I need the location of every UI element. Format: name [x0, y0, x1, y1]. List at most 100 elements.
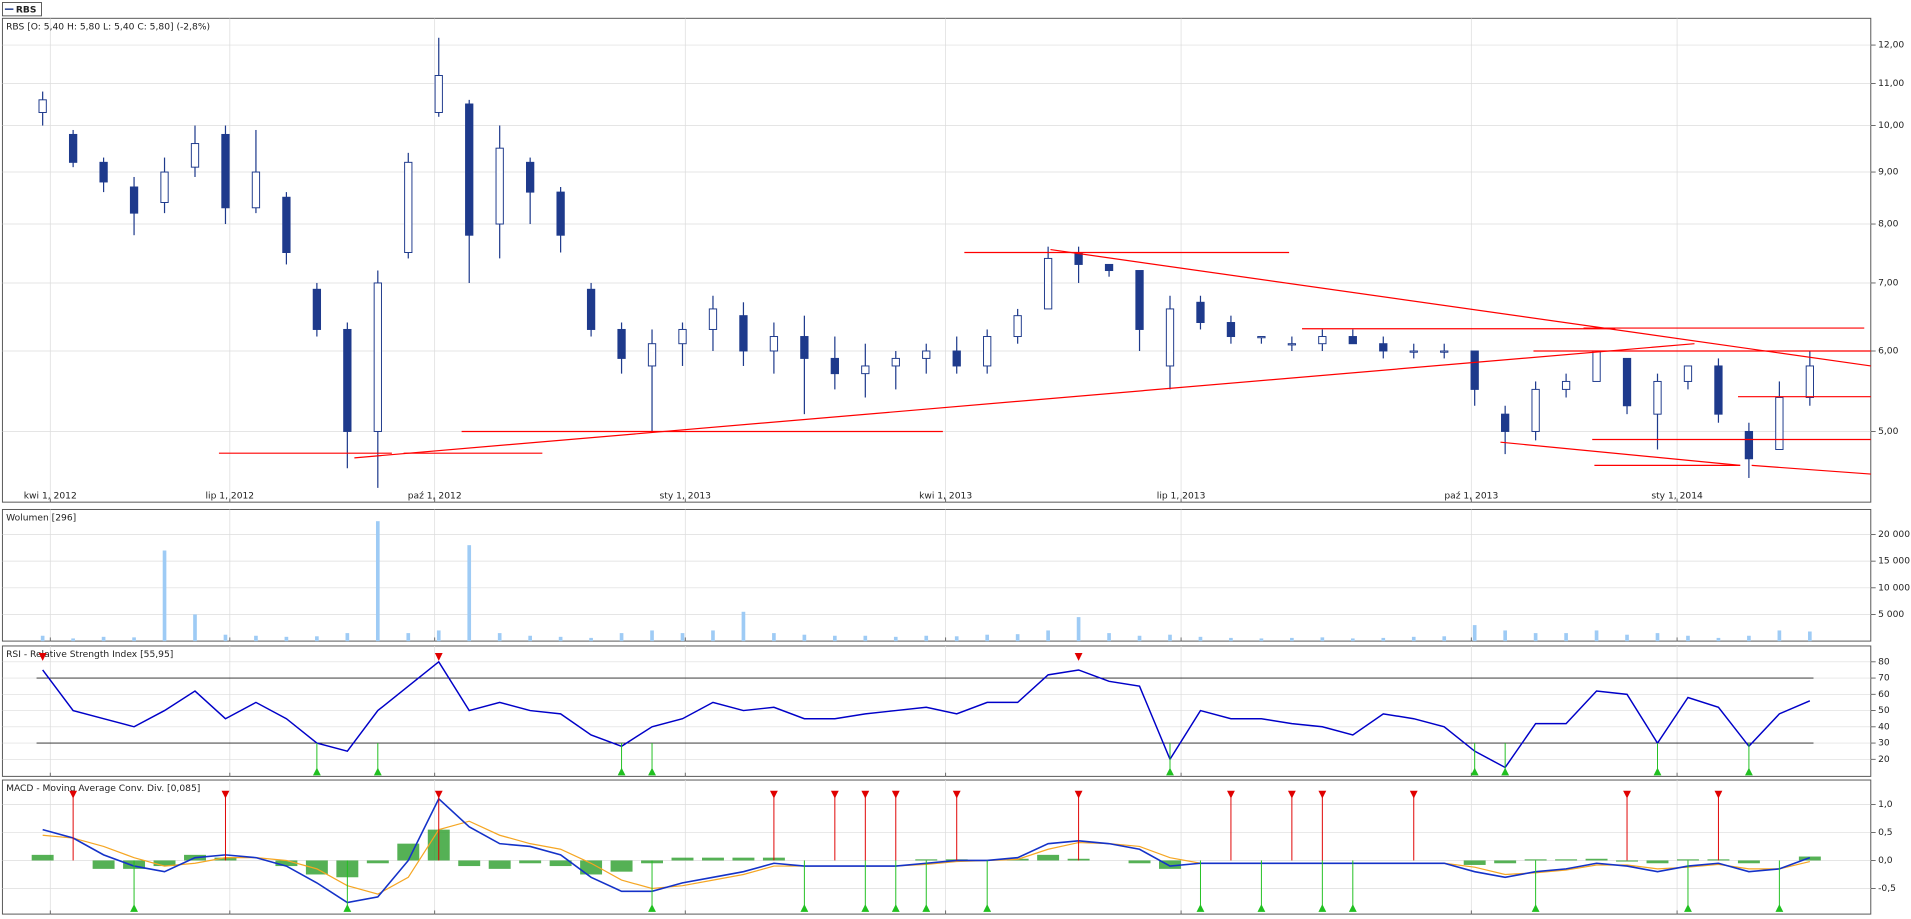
- buy-signal: [1257, 904, 1266, 912]
- volume-bar: [1594, 630, 1599, 642]
- volume-bar: [1503, 630, 1507, 642]
- volume-bar: [711, 630, 715, 642]
- volume-bar: [101, 636, 106, 642]
- volume-bar: [650, 630, 654, 642]
- y-tick-label: 0,5: [1878, 828, 1893, 838]
- volume-bar: [1107, 633, 1111, 642]
- histogram-bar: [1159, 860, 1181, 869]
- histogram-bar: [732, 857, 755, 861]
- trendline: [1500, 441, 1741, 467]
- x-tick-label: paź 1, 2013: [1444, 492, 1498, 502]
- volume-bar: [284, 636, 289, 642]
- histogram-bar: [458, 860, 481, 867]
- histogram-bar: [1737, 860, 1760, 864]
- y-tick-label: -0,5: [1878, 884, 1896, 894]
- candle-body: [1531, 388, 1540, 432]
- y-tick-label: 10,00: [1878, 121, 1904, 131]
- trendline: [1751, 464, 1871, 475]
- y-tick-label: 20: [1878, 755, 1890, 765]
- trendline: [354, 343, 1695, 459]
- candle-body: [1592, 350, 1601, 382]
- volume-bar: [71, 638, 75, 642]
- volume-bar: [1411, 636, 1416, 642]
- volume-bar: [741, 611, 746, 642]
- histogram-bar: [366, 860, 389, 864]
- volume-bar: [193, 614, 197, 642]
- sell-signal: [434, 790, 443, 799]
- candle-body: [1226, 322, 1236, 338]
- volume-bar: [1655, 633, 1660, 642]
- candle-body: [129, 186, 139, 214]
- volume-bar: [497, 633, 502, 642]
- candle-body: [1257, 336, 1266, 339]
- histogram-bar: [1128, 860, 1151, 864]
- candle-body: [1440, 350, 1449, 353]
- volume-bar: [1472, 625, 1477, 642]
- y-tick-label: 8,00: [1878, 220, 1899, 230]
- sell-signal: [1318, 790, 1327, 799]
- histogram-bar: [1037, 854, 1060, 861]
- sell-signal: [1287, 790, 1296, 799]
- histogram-bar: [1677, 859, 1699, 861]
- panel-title: RBS [O: 5,40 H: 5,80 L: 5,40 C: 5,80] (-…: [6, 22, 210, 32]
- x-tick-label: kwi 1, 2012: [24, 492, 77, 502]
- candle-body: [1683, 365, 1693, 382]
- sell-signal: [1227, 790, 1235, 799]
- trendline: [1050, 248, 1871, 367]
- y-tick-label: 60: [1878, 690, 1890, 700]
- volume-bar: [254, 635, 258, 642]
- panel-frame: [1, 508, 1872, 642]
- sell-signal: [830, 790, 839, 799]
- candle-body: [983, 336, 992, 367]
- y-tick-label: 50: [1878, 706, 1890, 716]
- candle-body: [1805, 365, 1814, 398]
- volume-bar: [1564, 633, 1568, 642]
- histogram-bar: [915, 859, 938, 861]
- candle-body: [1196, 301, 1205, 323]
- volume-bar: [1137, 635, 1142, 642]
- buy-signal: [983, 904, 992, 912]
- buy-signal: [1470, 767, 1479, 776]
- volume-bar: [375, 521, 380, 642]
- histogram-bar: [1585, 858, 1608, 861]
- histogram-bar: [275, 860, 298, 867]
- volume-bar: [223, 634, 228, 642]
- panel-title: Wolumen [296]: [6, 514, 76, 524]
- histogram-bar: [488, 860, 511, 869]
- candle-body: [343, 328, 352, 432]
- sell-signal: [221, 790, 230, 799]
- candle-body: [404, 161, 413, 253]
- buy-signal: [343, 904, 352, 912]
- candle-body: [38, 99, 47, 113]
- sell-signal: [1074, 653, 1083, 661]
- histogram-bar: [1646, 860, 1669, 864]
- candle-body: [586, 288, 596, 330]
- candle-body: [190, 143, 200, 168]
- volume-bar: [1198, 636, 1203, 642]
- volume-bar: [1290, 637, 1294, 642]
- x-tick-label: kwi 1, 2013: [919, 492, 972, 502]
- y-tick-label: 7,00: [1878, 278, 1899, 288]
- volume-bar: [1076, 617, 1081, 642]
- volume-bar: [1259, 638, 1264, 642]
- candle-body: [800, 336, 809, 359]
- candle-body: [1135, 270, 1144, 330]
- legend-box: [2, 2, 42, 17]
- candle-body: [1561, 380, 1571, 390]
- volume-bar: [40, 635, 45, 642]
- candle-body: [1013, 315, 1022, 338]
- volume-bar: [436, 630, 441, 642]
- histogram-bar: [702, 857, 724, 861]
- volume-bar: [1533, 633, 1538, 642]
- y-tick-label: 0,0: [1878, 856, 1893, 866]
- y-tick-label: 6,00: [1878, 346, 1899, 356]
- rsi-line: [42, 660, 1811, 769]
- candle-body: [1043, 257, 1053, 310]
- candle-body: [830, 357, 839, 375]
- volume-bar: [558, 636, 563, 642]
- candle-body: [373, 282, 382, 432]
- volume-bar: [1777, 630, 1782, 642]
- volume-bar: [589, 637, 593, 642]
- histogram-bar: [1463, 860, 1486, 865]
